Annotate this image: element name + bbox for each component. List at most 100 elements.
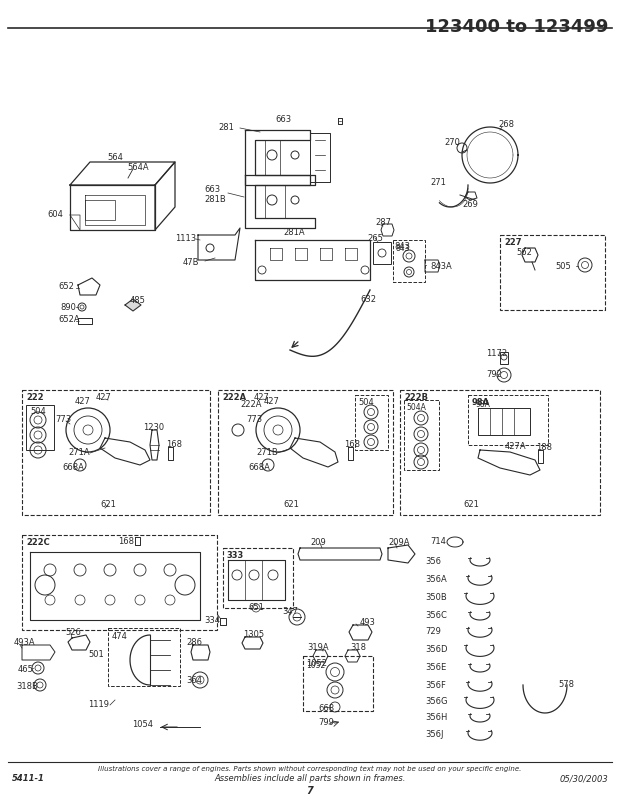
- Text: 123400 to 123499: 123400 to 123499: [425, 18, 608, 36]
- Text: 350B: 350B: [425, 593, 447, 602]
- Text: 663: 663: [204, 185, 220, 194]
- Bar: [400, 390, 600, 515]
- Text: 356H: 356H: [425, 713, 448, 722]
- Text: 269: 269: [462, 200, 478, 209]
- Text: 843A: 843A: [430, 262, 452, 271]
- Text: 1305: 1305: [243, 630, 264, 639]
- Text: 621: 621: [283, 500, 299, 509]
- Bar: [355, 395, 388, 450]
- Text: 347: 347: [282, 607, 298, 616]
- Text: 714: 714: [430, 537, 446, 546]
- Text: 356: 356: [425, 557, 441, 566]
- Bar: [26, 405, 54, 450]
- Text: 222B: 222B: [404, 393, 428, 402]
- Text: 1119: 1119: [88, 700, 109, 709]
- Text: 168: 168: [118, 537, 134, 546]
- Text: 05/30/2003: 05/30/2003: [559, 774, 608, 783]
- Bar: [303, 656, 373, 711]
- Text: 356F: 356F: [425, 681, 446, 690]
- Text: 265: 265: [367, 234, 383, 243]
- Text: 364: 364: [186, 676, 202, 685]
- Text: 222A: 222A: [222, 393, 246, 402]
- Text: 505: 505: [555, 262, 571, 271]
- Bar: [404, 400, 439, 470]
- Text: 270: 270: [444, 138, 460, 147]
- Text: 281A: 281A: [283, 228, 304, 237]
- Text: 427: 427: [96, 393, 112, 402]
- Polygon shape: [125, 299, 141, 311]
- Text: 465: 465: [18, 665, 34, 674]
- Text: 7: 7: [307, 786, 313, 796]
- Text: 773: 773: [246, 415, 262, 424]
- Bar: [223, 548, 293, 608]
- Text: 562: 562: [516, 248, 532, 257]
- Text: 168: 168: [344, 440, 360, 449]
- Text: 356C: 356C: [425, 611, 447, 620]
- Text: 222: 222: [26, 393, 43, 402]
- Text: 222C: 222C: [26, 538, 50, 547]
- Text: 356J: 356J: [425, 730, 443, 739]
- Text: 5411-1: 5411-1: [12, 774, 45, 783]
- Bar: [468, 395, 548, 445]
- Text: 668: 668: [318, 704, 334, 713]
- Text: 271B: 271B: [256, 448, 278, 457]
- Text: 168: 168: [166, 440, 182, 449]
- Text: 843: 843: [396, 244, 410, 253]
- Text: 427: 427: [75, 397, 91, 406]
- Text: 663: 663: [275, 115, 291, 124]
- Text: 668A: 668A: [62, 463, 84, 472]
- Text: 504A: 504A: [406, 403, 426, 412]
- Text: 1113: 1113: [175, 234, 196, 243]
- Text: 1172: 1172: [486, 349, 507, 358]
- Text: 493A: 493A: [14, 638, 35, 647]
- Text: 504: 504: [30, 407, 46, 416]
- Text: 632: 632: [360, 295, 376, 304]
- Text: 287: 287: [375, 218, 391, 227]
- Text: 668A: 668A: [248, 463, 270, 472]
- Text: 281B: 281B: [204, 195, 226, 204]
- Text: 427: 427: [254, 393, 270, 402]
- Text: 651: 651: [248, 603, 264, 612]
- Text: 209A: 209A: [388, 538, 409, 547]
- Text: 501: 501: [88, 650, 104, 659]
- Text: 773: 773: [55, 415, 71, 424]
- Text: 1230: 1230: [143, 423, 164, 432]
- Text: 652: 652: [58, 282, 74, 291]
- Text: 621: 621: [100, 500, 116, 509]
- Text: 427: 427: [264, 397, 280, 406]
- Text: 621: 621: [463, 500, 479, 509]
- Bar: [22, 535, 217, 630]
- Text: 334: 334: [204, 616, 220, 625]
- Text: 1052: 1052: [306, 661, 326, 670]
- Text: 281: 281: [218, 123, 234, 132]
- Bar: [218, 390, 393, 515]
- Text: 843: 843: [394, 242, 410, 251]
- Text: 356G: 356G: [425, 697, 448, 706]
- Text: 799: 799: [318, 718, 334, 727]
- Text: 222A: 222A: [240, 400, 262, 409]
- Text: 578: 578: [558, 680, 574, 689]
- Text: 485: 485: [130, 296, 146, 305]
- Text: 318: 318: [350, 643, 366, 652]
- Text: 504: 504: [358, 398, 374, 407]
- Bar: [500, 352, 508, 364]
- Text: 47B: 47B: [183, 258, 200, 267]
- Text: 474: 474: [112, 632, 128, 641]
- Text: 209: 209: [310, 538, 326, 547]
- Text: 427A: 427A: [505, 442, 526, 451]
- Text: Illustrations cover a range of engines. Parts shown without corresponding text m: Illustrations cover a range of engines. …: [99, 766, 521, 772]
- Text: 890: 890: [60, 303, 76, 312]
- Text: 98A: 98A: [472, 398, 490, 407]
- Bar: [500, 235, 605, 310]
- Text: 286: 286: [186, 638, 202, 647]
- Text: 318B: 318B: [16, 682, 38, 691]
- Bar: [393, 240, 425, 282]
- Text: 271A: 271A: [68, 448, 90, 457]
- Bar: [108, 628, 180, 686]
- Text: 1052: 1052: [306, 659, 327, 668]
- Text: 271: 271: [430, 178, 446, 187]
- Text: Assemblies include all parts shown in frames.: Assemblies include all parts shown in fr…: [215, 774, 405, 783]
- Text: 356A: 356A: [425, 575, 447, 584]
- Text: 227: 227: [504, 238, 521, 247]
- Text: 564A: 564A: [127, 163, 149, 172]
